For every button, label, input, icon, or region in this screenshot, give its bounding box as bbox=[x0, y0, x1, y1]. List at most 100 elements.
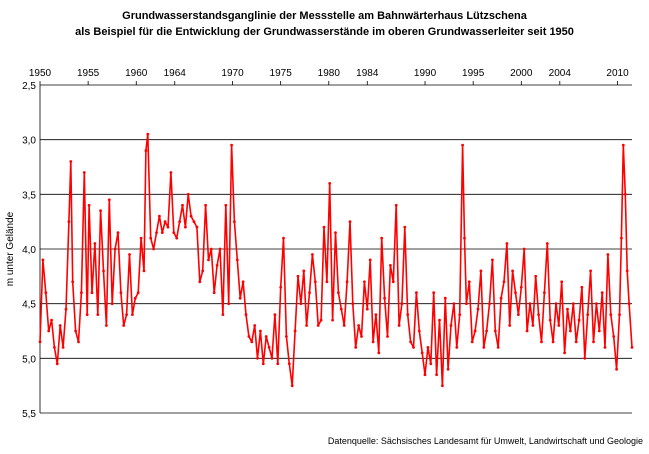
data-point bbox=[181, 203, 184, 207]
y-axis-label: m unter Gelände bbox=[5, 211, 16, 286]
data-point bbox=[113, 247, 117, 251]
data-point bbox=[293, 329, 297, 333]
data-point bbox=[435, 373, 438, 377]
y-tick-label: 3,0 bbox=[22, 136, 36, 147]
data-point bbox=[537, 313, 540, 316]
data-point bbox=[55, 362, 59, 366]
data-point bbox=[290, 384, 294, 388]
data-point bbox=[446, 367, 450, 371]
data-point bbox=[406, 313, 410, 316]
data-point bbox=[377, 351, 381, 355]
data-point bbox=[102, 269, 105, 273]
data-point bbox=[218, 247, 222, 251]
data-point bbox=[429, 362, 433, 366]
x-axis: 1950 1955 1960 1964 1970 1975 1980 1984 1990 1995… bbox=[29, 68, 629, 85]
x-tick-label: 1964 bbox=[164, 68, 187, 79]
data-point bbox=[479, 269, 483, 273]
data-point bbox=[423, 373, 427, 377]
data-point bbox=[612, 335, 616, 338]
data-point bbox=[192, 220, 196, 224]
data-point bbox=[618, 313, 621, 316]
x-tick-label: 2000 bbox=[510, 68, 533, 79]
data-point bbox=[227, 302, 231, 306]
data-point bbox=[207, 258, 210, 262]
data-point bbox=[493, 329, 497, 333]
x-tick-label: 1970 bbox=[221, 68, 244, 79]
data-point bbox=[592, 340, 595, 344]
data-point bbox=[233, 220, 236, 224]
data-point bbox=[186, 192, 190, 196]
data-point bbox=[53, 346, 56, 349]
data-point bbox=[560, 280, 564, 284]
data-point bbox=[426, 346, 430, 349]
data-point bbox=[557, 324, 561, 327]
data-point bbox=[38, 340, 42, 344]
data-point bbox=[540, 340, 543, 344]
data-point bbox=[609, 313, 613, 316]
data-point bbox=[74, 329, 77, 333]
data-point bbox=[485, 329, 488, 333]
data-point bbox=[247, 335, 251, 338]
data-point bbox=[158, 214, 161, 218]
data-point bbox=[371, 340, 375, 344]
data-point bbox=[136, 291, 140, 295]
data-point bbox=[82, 171, 86, 174]
data-point bbox=[465, 302, 468, 306]
x-tick-label: 1990 bbox=[414, 68, 437, 79]
y-tick-label: 4,0 bbox=[22, 245, 36, 256]
data-point bbox=[630, 346, 634, 349]
x-tick-label: 1984 bbox=[356, 68, 379, 79]
data-point bbox=[403, 225, 407, 229]
chart-title: Grundwasserstandsganglinie der Messstell… bbox=[122, 10, 527, 22]
data-point bbox=[551, 340, 555, 344]
data-point bbox=[383, 296, 386, 300]
data-point bbox=[595, 302, 598, 306]
data-point bbox=[259, 329, 262, 333]
data-point bbox=[241, 280, 245, 284]
data-point bbox=[152, 247, 156, 251]
data-point bbox=[577, 318, 581, 322]
data-point bbox=[189, 214, 193, 218]
data-point bbox=[96, 313, 100, 316]
data-point bbox=[142, 269, 146, 273]
data-point bbox=[163, 220, 167, 224]
x-tick-label: 1950 bbox=[29, 68, 52, 79]
data-point bbox=[461, 143, 464, 147]
y-tick-label: 5,5 bbox=[22, 409, 36, 420]
data-point bbox=[61, 346, 65, 349]
data-point bbox=[397, 324, 401, 327]
data-point bbox=[261, 362, 265, 366]
data-point bbox=[221, 313, 225, 316]
data-point bbox=[432, 291, 436, 295]
data-point bbox=[131, 313, 134, 316]
data-point bbox=[116, 231, 120, 235]
data-point bbox=[443, 296, 447, 300]
data-point bbox=[563, 351, 566, 355]
data-point bbox=[282, 236, 285, 240]
data-point bbox=[238, 296, 242, 300]
data-point bbox=[409, 340, 412, 344]
data-point bbox=[348, 220, 352, 224]
data-point bbox=[400, 302, 404, 306]
data-point bbox=[531, 324, 535, 327]
data-point bbox=[105, 324, 108, 327]
data-point bbox=[463, 236, 466, 240]
data-point bbox=[133, 296, 137, 300]
data-point bbox=[621, 143, 625, 147]
data-point bbox=[467, 280, 471, 284]
data-point bbox=[198, 280, 202, 284]
data-point bbox=[345, 280, 349, 284]
data-point bbox=[308, 291, 311, 295]
data-point bbox=[110, 302, 114, 306]
data-point bbox=[178, 220, 182, 224]
data-point bbox=[455, 346, 459, 349]
data-point bbox=[452, 302, 456, 306]
y-tick-label: 5,0 bbox=[22, 354, 36, 365]
data-point bbox=[267, 346, 271, 349]
data-point bbox=[90, 291, 94, 295]
data-point bbox=[473, 329, 477, 333]
data-point bbox=[122, 324, 126, 327]
data-point bbox=[155, 231, 158, 235]
data-point bbox=[270, 356, 274, 360]
data-point bbox=[99, 209, 102, 213]
